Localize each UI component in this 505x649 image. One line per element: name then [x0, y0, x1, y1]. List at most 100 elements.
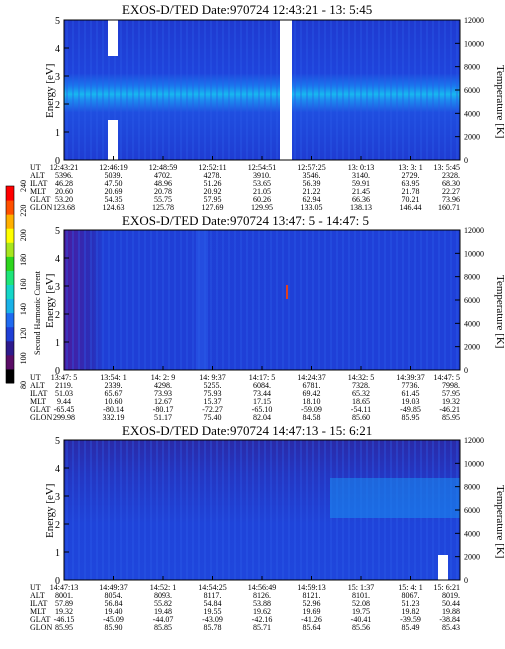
- colorbar-tick-label: 200: [19, 229, 28, 241]
- table-cell: 7328.: [352, 381, 370, 390]
- table-row-label: MLT: [30, 607, 46, 616]
- table-cell: 21.78: [402, 187, 420, 196]
- table-cell: 19.40: [105, 607, 123, 616]
- table-cell: -41.26: [301, 615, 322, 624]
- y-tick-label: 1: [55, 338, 60, 349]
- table-cell: 12:48:59: [149, 163, 177, 172]
- table-cell: 22.27: [442, 187, 460, 196]
- table-cell: 17.15: [253, 397, 271, 406]
- table-cell: -46.21: [439, 405, 460, 414]
- colorbar-swatch: [6, 214, 14, 229]
- table-cell: 51.17: [154, 413, 172, 422]
- table-cell: 14:59:13: [297, 583, 325, 592]
- table-cell: 15: 6:21: [434, 583, 460, 592]
- y-right-tick-label: 0: [464, 576, 468, 585]
- y-right-tick-label: 12000: [464, 16, 484, 25]
- table-cell: 85.95: [55, 623, 73, 632]
- table-row-label: GLAT: [30, 615, 51, 624]
- table-cell: 19.62: [253, 607, 271, 616]
- colorbar-tick-label: 240: [19, 180, 28, 192]
- table-cell: 73.44: [253, 389, 271, 398]
- panel-2-plot-area: [63, 229, 461, 371]
- table-cell: -49.85: [400, 405, 421, 414]
- table-cell: 133.05: [301, 203, 323, 212]
- panel-1-title: EXOS-D/TED Date:970724 12:43:21 - 13: 5:…: [122, 2, 372, 17]
- table-cell: 8054.: [105, 591, 123, 600]
- table-cell: 20.92: [204, 187, 222, 196]
- colorbar-scale: [5, 185, 15, 384]
- table-cell: 3910.: [253, 171, 271, 180]
- table-cell: 19.48: [154, 607, 172, 616]
- y-tick-label: 4: [55, 464, 60, 475]
- table-cell: 85.64: [303, 623, 321, 632]
- table-cell: 51.03: [55, 389, 73, 398]
- panel-1-ylabel-right: Temperature [K]: [494, 65, 505, 138]
- table-cell: 19.88: [442, 607, 460, 616]
- table-cell: 19.69: [303, 607, 321, 616]
- y-tick-label: 2: [55, 310, 60, 321]
- colorbar-swatch: [6, 326, 14, 342]
- panel-2-title: EXOS-D/TED Date:970724 13:47: 5 - 14:47:…: [122, 213, 369, 228]
- table-cell: 13: 0:13: [348, 163, 374, 172]
- panel-2-ylabel-right: Temperature [K]: [494, 275, 505, 348]
- table-cell: 69.42: [303, 389, 321, 398]
- colorbar-swatch: [6, 228, 14, 243]
- table-cell: 19.75: [352, 607, 370, 616]
- table-cell: 51.26: [204, 179, 222, 188]
- table-row-label: ALT: [30, 171, 45, 180]
- table-cell: 12:57:25: [297, 163, 325, 172]
- table-cell: 14:56:49: [248, 583, 276, 592]
- table-cell: 57.95: [204, 195, 222, 204]
- table-cell: 59.91: [352, 179, 370, 188]
- table-cell: 12:43:21: [50, 163, 78, 172]
- table-cell: 14:54:25: [198, 583, 226, 592]
- table-cell: 57.95: [442, 389, 460, 398]
- y-right-tick-label: 6000: [464, 86, 480, 95]
- table-row-label: ALT: [30, 591, 45, 600]
- y-tick-label: 1: [55, 548, 60, 559]
- table-cell: 123.68: [53, 203, 75, 212]
- table-cell: 146.44: [400, 203, 422, 212]
- panel-1-data-gap-bottom: [108, 120, 118, 160]
- y-tick-label: 3: [55, 282, 60, 293]
- table-cell: 2119.: [55, 381, 73, 390]
- table-cell: 299.98: [53, 413, 75, 422]
- y-tick-label: 3: [55, 492, 60, 503]
- table-cell: 6781.: [303, 381, 321, 390]
- y-right-tick-label: 6000: [464, 506, 480, 515]
- table-cell: 19.03: [402, 397, 420, 406]
- table-cell: 46.28: [55, 179, 73, 188]
- table-row-label: MLT: [30, 187, 46, 196]
- y-tick-label: 0: [55, 156, 60, 167]
- table-cell: 332.19: [103, 413, 125, 422]
- y-right-tick-label: 8000: [464, 273, 480, 282]
- table-cell: 85.60: [352, 413, 370, 422]
- table-row-label: GLON: [30, 203, 52, 212]
- y-right-tick-label: 8000: [464, 483, 480, 492]
- table-cell: 52.08: [352, 599, 370, 608]
- table-row-label: GLON: [30, 413, 52, 422]
- y-right-tick-label: 6000: [464, 296, 480, 305]
- table-cell: 53.65: [253, 179, 271, 188]
- y-right-tick-label: 12000: [464, 226, 484, 235]
- panel-3-high-energy-band: [330, 478, 460, 518]
- table-row-label: ALT: [30, 381, 45, 390]
- table-cell: 8101.: [352, 591, 370, 600]
- colorbar-tick-label: 80: [19, 381, 28, 389]
- colorbar-swatch: [6, 368, 14, 384]
- table-cell: 4298.: [154, 381, 172, 390]
- table-cell: -72.27: [202, 405, 223, 414]
- table-cell: 13: 5:45: [434, 163, 460, 172]
- table-cell: 57.89: [55, 599, 73, 608]
- table-cell: 8019.: [442, 591, 460, 600]
- table-cell: 19.82: [402, 607, 420, 616]
- y-tick-label: 4: [55, 44, 60, 55]
- y-tick-label: 2: [55, 520, 60, 531]
- table-cell: -59.09: [301, 405, 322, 414]
- panel-2-ylabel: Energy [eV]: [44, 274, 56, 328]
- colorbar-tick-label: 160: [19, 279, 28, 291]
- table-cell: 4278.: [204, 171, 222, 180]
- table-cell: 12:52:11: [198, 163, 226, 172]
- table-cell: 54.84: [204, 599, 222, 608]
- table-cell: 65.67: [105, 389, 123, 398]
